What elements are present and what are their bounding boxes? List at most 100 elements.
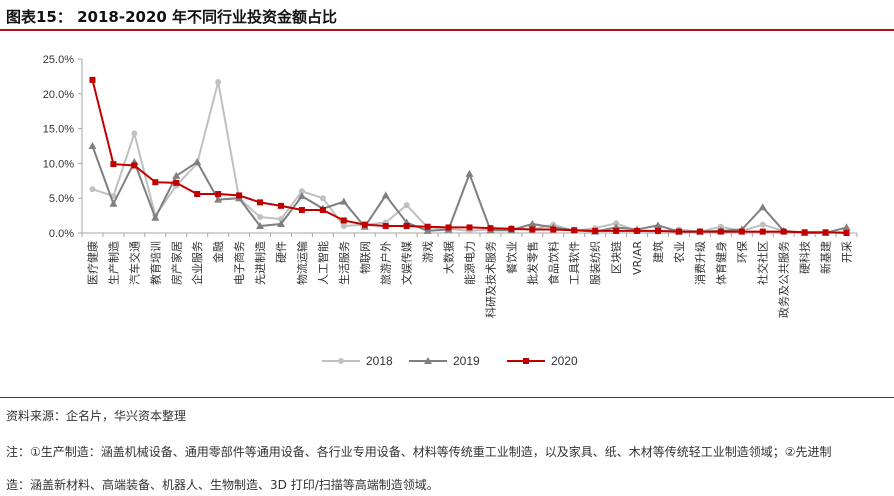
data-point-2018 xyxy=(89,186,96,193)
data-point-2018 xyxy=(340,223,347,230)
x-tick-label: 批发零售 xyxy=(525,241,539,285)
data-point-2020 xyxy=(634,227,641,234)
x-tick-label: 农业 xyxy=(672,241,686,263)
data-point-2018 xyxy=(338,358,344,364)
data-point-2020 xyxy=(508,225,515,232)
data-point-2020 xyxy=(843,230,850,236)
data-point-2019 xyxy=(214,195,223,203)
y-tick-label: 25.0% xyxy=(43,54,74,66)
data-point-2019 xyxy=(276,219,285,227)
y-tick-label: 10.0% xyxy=(43,158,74,170)
x-tick-label: 电子商务 xyxy=(232,241,246,285)
y-tick-label: 20.0% xyxy=(43,89,74,101)
x-tick-label: 人工智能 xyxy=(316,241,330,285)
data-point-2019 xyxy=(151,213,160,221)
data-point-2020 xyxy=(445,224,452,231)
data-point-2020 xyxy=(277,202,284,209)
x-tick-label: 服装纺织 xyxy=(588,241,602,285)
legend-label-2018: 2018 xyxy=(366,354,393,368)
data-point-2019 xyxy=(424,357,432,364)
data-point-2019 xyxy=(109,199,118,207)
x-tick-label: 体育健身 xyxy=(714,241,728,285)
source-divider xyxy=(0,397,894,398)
data-point-2019 xyxy=(654,221,663,229)
data-point-2019 xyxy=(758,203,767,211)
data-point-2020 xyxy=(655,227,662,234)
x-tick-label: 社交社区 xyxy=(756,241,770,285)
data-point-2019 xyxy=(88,142,97,149)
data-point-2019 xyxy=(297,192,306,200)
data-point-2020 xyxy=(424,223,431,230)
series-line-2019 xyxy=(91,145,847,234)
data-point-2020 xyxy=(675,228,682,235)
note-line-2: 造：涵盖新材料、高端装备、机器人、生物制造、3D 打印/扫描等高端制造领域。 xyxy=(6,478,439,492)
x-tick-label: 生活服务 xyxy=(337,241,351,285)
figure-title: 图表15： 2018-2020 年不同行业投资金额占比 xyxy=(6,8,338,26)
data-point-2019 xyxy=(256,222,265,230)
x-tick-label: 旅游户外 xyxy=(379,241,393,285)
x-tick-label: 开采 xyxy=(841,241,854,263)
x-tick-label: 金融 xyxy=(211,241,225,263)
data-point-2019 xyxy=(172,171,181,179)
x-tick-label: 硬科技 xyxy=(798,241,812,274)
x-tick-label: 新基建 xyxy=(819,241,833,274)
data-point-2018 xyxy=(257,213,264,220)
x-tick-label: 工具软件 xyxy=(567,241,581,285)
x-tick-label: 医疗健康 xyxy=(85,241,99,285)
x-tick-label: 企业服务 xyxy=(190,241,204,285)
data-point-2019 xyxy=(339,197,348,205)
data-point-2020 xyxy=(257,199,264,206)
data-point-2020 xyxy=(89,76,96,83)
data-point-2020 xyxy=(152,179,159,186)
data-point-2020 xyxy=(403,223,410,230)
x-tick-label: 物联网 xyxy=(358,241,372,274)
x-tick-label: 教育培训 xyxy=(148,241,162,285)
data-point-2020 xyxy=(780,228,787,235)
note-line-1: 注：①生产制造：涵盖机械设备、通用零部件等通用设备、各行业专用设备、材料等传统重… xyxy=(6,445,832,459)
data-point-2018 xyxy=(759,221,766,228)
x-tick-label: 政务及公共服务 xyxy=(777,241,791,318)
x-tick-label: 汽车交通 xyxy=(127,241,141,285)
x-tick-label: 硬件 xyxy=(275,241,288,263)
line-chart: 0.0% 5.0% 10.0% 15.0% 20.0% 25.0% 医疗健康 生产制造 汽车交通… xyxy=(43,54,858,368)
data-point-2019 xyxy=(465,169,474,177)
x-tick-label: 生产制造 xyxy=(106,241,120,285)
data-point-2020 xyxy=(110,161,117,168)
data-point-2019 xyxy=(842,223,851,231)
data-point-2020 xyxy=(382,223,389,230)
x-tick-label: 先进制造 xyxy=(253,241,267,285)
data-point-2018 xyxy=(215,78,222,85)
data-point-2018 xyxy=(717,223,724,230)
data-point-2020 xyxy=(173,179,180,186)
data-point-2018 xyxy=(298,188,305,195)
data-point-2020 xyxy=(717,228,724,235)
x-tick-label: 环保 xyxy=(735,241,749,263)
data-point-2020 xyxy=(487,225,494,232)
x-tick-label: 餐饮业 xyxy=(504,241,518,274)
data-point-2019 xyxy=(193,158,202,166)
data-point-2018 xyxy=(403,202,410,209)
data-point-2020 xyxy=(298,207,305,214)
data-point-2020 xyxy=(523,358,529,364)
series-line-2020 xyxy=(91,79,847,234)
data-point-2020 xyxy=(236,192,243,199)
x-tick-label: 科研及技术服务 xyxy=(483,241,497,318)
x-tick-label: 建筑 xyxy=(651,241,665,263)
data-point-2020 xyxy=(340,217,347,224)
x-tick-label: 游戏 xyxy=(422,241,435,263)
x-tick-label: 文娱传媒 xyxy=(400,241,414,285)
data-point-2020 xyxy=(801,229,808,236)
data-point-2020 xyxy=(696,228,703,235)
data-point-2020 xyxy=(131,162,138,169)
y-tick-label: 5.0% xyxy=(49,193,74,205)
data-point-2019 xyxy=(381,191,390,199)
data-point-2019 xyxy=(423,226,432,234)
series-line-2018 xyxy=(92,81,847,235)
data-point-2018 xyxy=(131,130,138,137)
x-tick-label: 能源电力 xyxy=(463,241,477,285)
legend-label-2020: 2020 xyxy=(551,354,578,368)
data-point-2020 xyxy=(215,191,222,198)
data-point-2020 xyxy=(529,226,536,233)
y-tick-label: 15.0% xyxy=(43,124,74,136)
data-point-2018 xyxy=(613,220,620,227)
